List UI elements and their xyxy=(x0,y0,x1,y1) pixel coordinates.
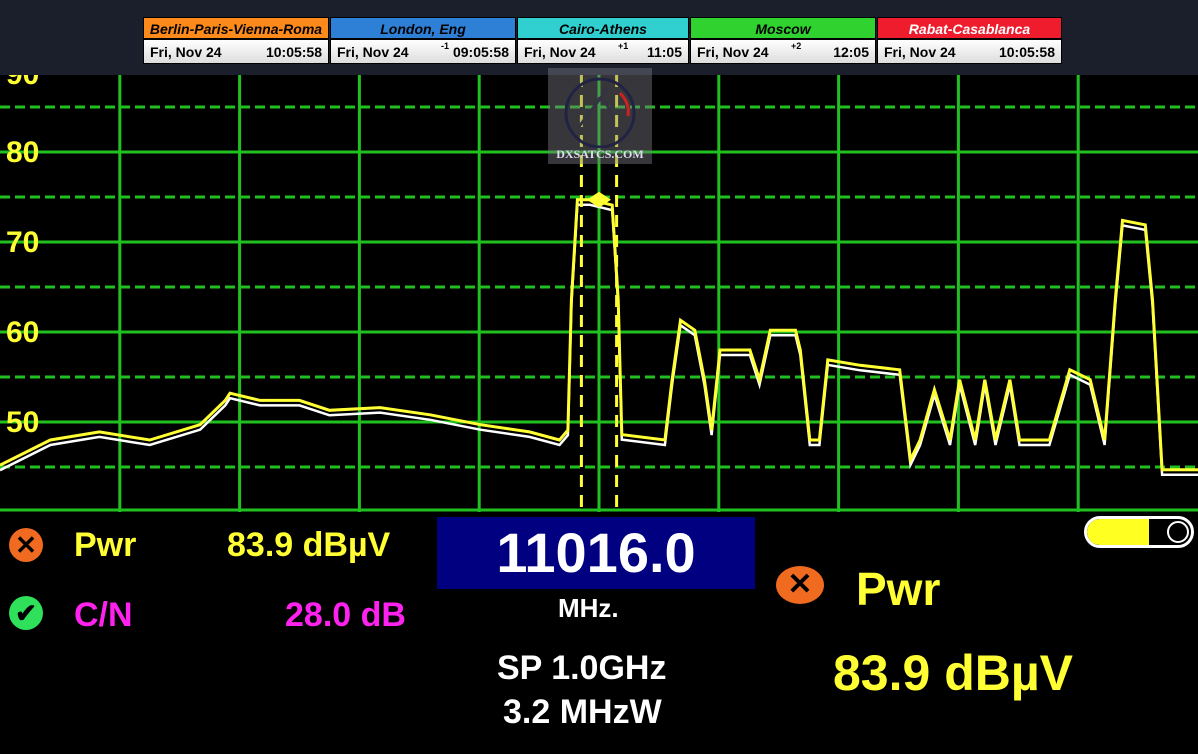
big-pwr-label: Pwr xyxy=(856,563,941,615)
clock-datetime: Fri, Nov 24 10:05:58 xyxy=(143,39,329,64)
clock-offset: -1 xyxy=(441,41,450,51)
clock-4: Rabat-Casablanca Fri, Nov 24 10:05:58 xyxy=(877,17,1062,66)
fail-x-icon-large: ✕ xyxy=(776,566,824,604)
clock-date: Fri, Nov 24 xyxy=(337,44,409,60)
pwr-label: Pwr xyxy=(74,526,137,564)
clock-city: Moscow xyxy=(690,17,876,39)
ok-check-icon: ✔ xyxy=(9,596,43,630)
span-value: SP 1.0GHz xyxy=(497,649,667,687)
clock-city: Cairo-Athens xyxy=(517,17,689,39)
clock-datetime: Fri, Nov 24 -1 09:05:58 xyxy=(330,39,516,64)
y-tick-label: 60 xyxy=(6,316,40,349)
clock-time: 09:05:58 xyxy=(452,44,509,60)
cn-label: C/N xyxy=(74,596,133,634)
frequency-unit: MHz. xyxy=(558,593,619,623)
frequency-box[interactable]: 11016.0 xyxy=(437,517,755,589)
clock-2: Cairo-Athens Fri, Nov 24 +1 11:05 xyxy=(517,17,689,66)
clock-date: Fri, Nov 24 xyxy=(150,44,222,60)
clock-datetime: Fri, Nov 24 +2 12:05 xyxy=(690,39,876,64)
frequency-value: 11016.0 xyxy=(496,521,696,584)
hold-trace xyxy=(0,203,1198,476)
battery-level-fill xyxy=(1087,519,1150,545)
clock-time: 10:05:58 xyxy=(998,44,1055,60)
clock-datetime: Fri, Nov 24 +1 11:05 xyxy=(517,39,689,64)
clock-city: Berlin-Paris-Vienna-Roma xyxy=(143,17,329,39)
clock-time: 11:05 xyxy=(646,44,682,60)
clock-date: Fri, Nov 24 xyxy=(884,44,956,60)
spectrum-plot xyxy=(0,75,1198,512)
y-tick-label: 80 xyxy=(6,136,40,169)
clock-offset: +1 xyxy=(618,41,629,51)
clock-offset: +2 xyxy=(791,41,802,51)
plug-icon xyxy=(1167,521,1189,543)
big-pwr-value: 83.9 dBµV xyxy=(833,645,1074,701)
marker-diamond[interactable] xyxy=(587,191,611,208)
clock-date: Fri, Nov 24 xyxy=(697,44,769,60)
bandwidth-value: 3.2 MHzW xyxy=(503,693,662,731)
clock-0: Berlin-Paris-Vienna-Roma Fri, Nov 24 10:0… xyxy=(143,17,329,66)
live-trace xyxy=(0,198,1198,472)
clock-time: 10:05:58 xyxy=(265,44,322,60)
watermark-logo: DXSATCS.COM xyxy=(548,68,652,164)
clock-3: Moscow Fri, Nov 24 +2 12:05 xyxy=(690,17,876,66)
y-tick-label: 50 xyxy=(6,406,40,439)
pwr-value: 83.9 dBµV xyxy=(227,526,391,564)
cn-value: 28.0 dB xyxy=(285,596,406,634)
clock-time: 12:05 xyxy=(833,44,869,60)
satellite-dish-icon xyxy=(564,77,636,149)
battery-icon xyxy=(1084,516,1194,548)
y-tick-label: 90 xyxy=(6,75,39,90)
fail-x-icon: ✕ xyxy=(9,528,43,562)
watermark-text: DXSATCS.COM xyxy=(556,147,644,161)
clock-date: Fri, Nov 24 xyxy=(524,44,596,60)
clock-city: Rabat-Casablanca xyxy=(877,17,1062,39)
clock-city: London, Eng xyxy=(330,17,516,39)
clock-datetime: Fri, Nov 24 10:05:58 xyxy=(877,39,1062,64)
y-tick-label: 70 xyxy=(6,226,40,259)
clock-1: London, Eng Fri, Nov 24 -1 09:05:58 xyxy=(330,17,516,66)
